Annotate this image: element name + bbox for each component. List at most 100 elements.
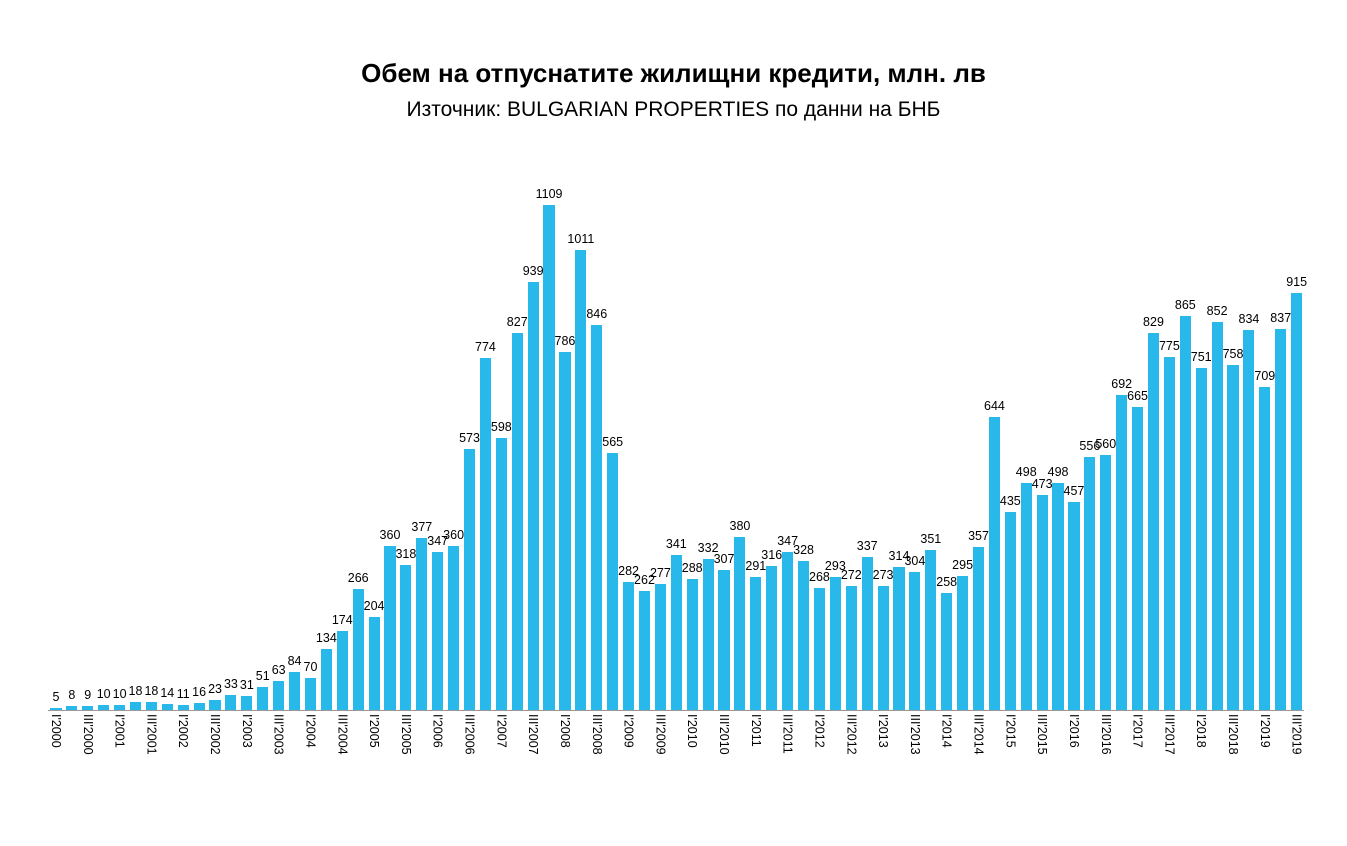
x-axis-cell: I'2013 [875, 711, 891, 821]
x-axis-cell: I'2014 [939, 711, 955, 821]
bar [782, 552, 794, 710]
x-axis-cell: I'2012 [812, 711, 828, 821]
bar-cell: 10 [112, 168, 128, 710]
bar-value-label: 351 [920, 532, 942, 546]
bar-value-label: 827 [506, 315, 528, 329]
bar-value-label: 262 [634, 573, 655, 587]
bar [193, 703, 205, 710]
bar [209, 700, 221, 710]
bar-cell: 692 [1111, 168, 1132, 710]
bar [304, 678, 316, 710]
bar-cell: 337 [856, 168, 878, 710]
x-axis-tick-label: I'2008 [557, 714, 572, 748]
x-axis-cell: III'2000 [80, 711, 96, 821]
x-axis-cell: I'2016 [1066, 711, 1082, 821]
x-axis-cell [509, 711, 525, 821]
x-axis-cell: I'2008 [557, 711, 573, 821]
bar-cell: 204 [364, 168, 385, 710]
x-axis-tick-label: III'2004 [335, 714, 350, 755]
bar-cell: 134 [316, 168, 337, 710]
bar-cell: 865 [1174, 168, 1196, 710]
bar [161, 704, 173, 710]
bar-cell: 357 [968, 168, 989, 710]
bar-value-label: 11 [176, 687, 190, 701]
x-axis-cell: I'2010 [684, 711, 700, 821]
x-axis-tick-label: I'2019 [1257, 714, 1272, 748]
bar-cell: 347 [427, 168, 448, 710]
bar-value-label: 357 [968, 529, 989, 543]
bar-cell: 341 [666, 168, 687, 710]
bar [607, 453, 619, 710]
bar [925, 550, 937, 710]
bar-cell: 288 [681, 168, 703, 710]
bar-value-label: 31 [239, 678, 254, 692]
x-axis-cell [1082, 711, 1098, 821]
x-axis: I'2000 III'2000 I'2001 III'2001 I'2002 III'20… [48, 711, 1304, 821]
x-axis-cell: III'2005 [398, 711, 414, 821]
bar-cell: 262 [634, 168, 655, 710]
bar [893, 567, 905, 710]
bar [177, 705, 189, 710]
x-axis-tick-label: I'2014 [939, 714, 954, 748]
bar-cell: 9 [80, 168, 96, 710]
x-axis-tick-label: I'2016 [1066, 714, 1081, 748]
bar-cell: 473 [1032, 168, 1053, 710]
bar [638, 591, 651, 710]
bar-cell: 293 [825, 168, 846, 710]
bar-value-label: 273 [872, 568, 894, 582]
bar-value-label: 10 [112, 687, 127, 701]
bar-value-label: 846 [586, 307, 608, 321]
x-axis-cell: III'2017 [1161, 711, 1177, 821]
x-axis-cell [1241, 711, 1257, 821]
x-axis-cell: I'2004 [303, 711, 319, 821]
bar [591, 325, 603, 710]
x-axis-tick-label: III'2017 [1162, 714, 1177, 755]
chart-subtitle: Източник: BULGARIAN PROPERTIES по данни … [406, 98, 941, 121]
bar-cell: 498 [1048, 168, 1068, 710]
bar [1179, 316, 1191, 710]
bar-value-label: 565 [602, 435, 624, 449]
x-axis-cell: III'2007 [525, 711, 541, 821]
x-axis-tick-label: I'2017 [1130, 714, 1145, 748]
bar-value-label: 337 [856, 539, 878, 553]
bar [909, 572, 921, 710]
x-axis-cell [128, 711, 144, 821]
bar-value-label: 16 [192, 685, 207, 699]
bar [845, 586, 857, 710]
bar-value-label: 23 [208, 682, 222, 696]
bar [686, 579, 698, 710]
bar-value-label: 751 [1190, 350, 1212, 364]
bar-cell: 556 [1079, 168, 1100, 710]
bar [66, 706, 78, 710]
bar-value-label: 51 [255, 669, 270, 683]
bar-cell: 829 [1143, 168, 1164, 710]
x-axis-tick-label: III'2000 [80, 714, 95, 755]
bar [654, 584, 666, 710]
x-axis-cell: I'2003 [239, 711, 255, 821]
bar [829, 577, 841, 710]
x-axis-tick-label: I'2009 [621, 714, 636, 748]
x-axis-tick-label: III'2015 [1035, 714, 1050, 755]
x-axis-cell [159, 711, 175, 821]
bar-value-label: 288 [681, 561, 703, 575]
bar [1259, 387, 1271, 710]
bar [766, 566, 778, 710]
bar-value-label: 865 [1174, 298, 1196, 312]
x-axis-tick-label: III'2019 [1289, 714, 1304, 755]
x-axis-cell: III'2008 [589, 711, 605, 821]
bar-cell: 174 [332, 168, 353, 710]
x-axis-tick-label: III'2006 [462, 714, 477, 755]
bar-cell: 84 [287, 168, 303, 710]
bar-value-label: 598 [490, 420, 512, 434]
bar-cell: 377 [411, 168, 432, 710]
x-axis-cell [732, 711, 748, 821]
x-axis-cell: I'2007 [493, 711, 509, 821]
bar [750, 577, 762, 710]
bar [225, 695, 237, 710]
bar-cell: 498 [1016, 168, 1037, 710]
bar [941, 593, 953, 710]
x-axis-cell [955, 711, 971, 821]
x-axis-cell [859, 711, 875, 821]
bar-value-label: 314 [888, 549, 910, 563]
chart-title: Обем на отпуснатите жилищни кредити, млн… [361, 58, 986, 88]
